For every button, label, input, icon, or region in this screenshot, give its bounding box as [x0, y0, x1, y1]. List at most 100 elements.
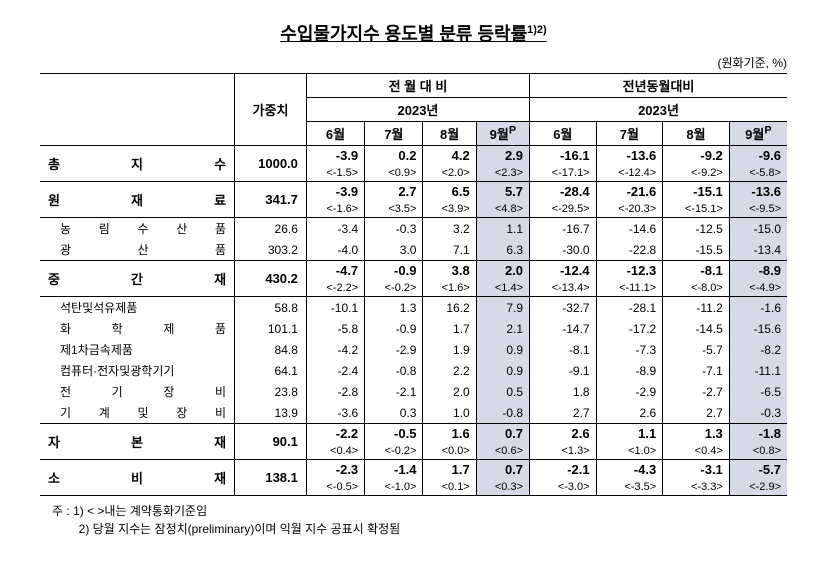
cell: 1.3 — [365, 297, 423, 319]
cell: -0.3 — [729, 402, 787, 424]
note-2: 2) 당월 지수는 잠정치(preliminary)이며 익월 지수 공표시 확… — [79, 522, 400, 536]
cell: 16.2 — [423, 297, 476, 319]
cell-contract: <-9.2> — [663, 165, 730, 182]
cell: 1.7 — [423, 318, 476, 339]
cell-contract: <1.6> — [423, 280, 476, 297]
cell-contract: <-2.2> — [306, 280, 364, 297]
cell: -28.1 — [596, 297, 663, 319]
row-weight: 23.8 — [235, 381, 307, 402]
cell-contract: <2.0> — [423, 165, 476, 182]
unit-label: (원화기준, %) — [40, 54, 787, 71]
cell: 7.9 — [476, 297, 529, 319]
cell: 1.8 — [530, 381, 597, 402]
cell: 0.3 — [365, 402, 423, 424]
header-mom: 전 월 대 비 — [306, 74, 529, 98]
cell-contract: <4.8> — [476, 201, 529, 218]
cell: 3.2 — [423, 218, 476, 240]
cell: -2.2 — [306, 424, 364, 444]
row-label: 석탄및석유제품 — [40, 297, 235, 319]
table-row: 중 간 재430.2-4.7-0.93.82.0-12.4-12.3-8.1-8… — [40, 261, 787, 281]
cell-contract: <0.8> — [729, 443, 787, 460]
row-weight: 13.9 — [235, 402, 307, 424]
table-row: 제1차금속제품84.8-4.2-2.91.90.9-8.1-7.3-5.7-8.… — [40, 339, 787, 360]
cell: -1.6 — [729, 297, 787, 319]
row-weight: 64.1 — [235, 360, 307, 381]
cell-contract: <-29.5> — [530, 201, 597, 218]
cell: -2.7 — [663, 381, 730, 402]
cell: -5.7 — [663, 339, 730, 360]
cell: -6.5 — [729, 381, 787, 402]
cell-contract: <1.0> — [596, 443, 663, 460]
row-weight: 58.8 — [235, 297, 307, 319]
cell: -3.1 — [663, 460, 730, 480]
cell-contract: <-2.9> — [729, 479, 787, 496]
row-weight: 1000.0 — [235, 146, 307, 182]
table-row: 소 비 재138.1-2.3-1.41.70.7-2.1-4.3-3.1-5.7 — [40, 460, 787, 480]
cell: -8.9 — [596, 360, 663, 381]
cell: -0.9 — [365, 261, 423, 281]
cell-contract: <0.3> — [476, 479, 529, 496]
table-row: 전 기 장 비23.8-2.8-2.12.00.51.8-2.9-2.7-6.5 — [40, 381, 787, 402]
cell: -7.3 — [596, 339, 663, 360]
cell-contract: <-8.0> — [663, 280, 730, 297]
cell: -17.2 — [596, 318, 663, 339]
row-label: 광 산 품 — [40, 239, 235, 261]
cell: -13.6 — [729, 182, 787, 202]
table-row: 화 학 제 품101.1-5.8-0.91.72.1-14.7-17.2-14.… — [40, 318, 787, 339]
table-row: 컴퓨터·전자및광학기기64.1-2.4-0.82.20.9-9.1-8.9-7.… — [40, 360, 787, 381]
cell: -0.8 — [365, 360, 423, 381]
header-yoy: 전년동월대비 — [530, 74, 787, 98]
cell: -14.6 — [596, 218, 663, 240]
notes: 주 : 1) < >내는 계약통화기준임 2) 당월 지수는 잠정치(preli… — [40, 502, 787, 538]
cell: -15.1 — [663, 182, 730, 202]
table-row: 자 본 재90.1-2.2-0.51.60.72.61.11.3-1.8 — [40, 424, 787, 444]
header-month: 8월 — [663, 122, 730, 146]
cell: 2.6 — [530, 424, 597, 444]
cell: -8.1 — [663, 261, 730, 281]
cell: 6.3 — [476, 239, 529, 261]
table-row: 원 재 료341.7-3.92.76.55.7-28.4-21.6-15.1-1… — [40, 182, 787, 202]
cell: -15.6 — [729, 318, 787, 339]
cell-contract: <0.4> — [306, 443, 364, 460]
cell-contract: <-4.9> — [729, 280, 787, 297]
row-label: 기 계 및 장 비 — [40, 402, 235, 424]
title-superscript: 1)2) — [527, 24, 547, 36]
cell-contract: <2.3> — [476, 165, 529, 182]
cell: -22.8 — [596, 239, 663, 261]
cell: -21.6 — [596, 182, 663, 202]
cell-contract: <0.1> — [423, 479, 476, 496]
cell-contract: <-0.2> — [365, 280, 423, 297]
header-month: 8월 — [423, 122, 476, 146]
cell-contract: <0.9> — [365, 165, 423, 182]
cell: -9.6 — [729, 146, 787, 166]
cell: 0.7 — [476, 424, 529, 444]
cell: -9.2 — [663, 146, 730, 166]
cell-contract: <-3.0> — [530, 479, 597, 496]
cell: -3.9 — [306, 146, 364, 166]
cell: -4.7 — [306, 261, 364, 281]
row-weight: 101.1 — [235, 318, 307, 339]
cell: -11.1 — [729, 360, 787, 381]
cell: -28.4 — [530, 182, 597, 202]
cell: -16.1 — [530, 146, 597, 166]
row-label: 전 기 장 비 — [40, 381, 235, 402]
cell: -9.1 — [530, 360, 597, 381]
table-row: 기 계 및 장 비13.9-3.60.31.0-0.82.72.62.7-0.3 — [40, 402, 787, 424]
cell: -4.3 — [596, 460, 663, 480]
cell: 3.0 — [365, 239, 423, 261]
cell: 2.7 — [530, 402, 597, 424]
cell: -2.3 — [306, 460, 364, 480]
cell: -3.6 — [306, 402, 364, 424]
cell: -30.0 — [530, 239, 597, 261]
cell-contract: <-0.5> — [306, 479, 364, 496]
cell-contract: <-1.0> — [365, 479, 423, 496]
cell-contract: <-17.1> — [530, 165, 597, 182]
row-weight: 138.1 — [235, 460, 307, 496]
data-table: 가중치 전 월 대 비 전년동월대비 2023년 2023년 6월 7월 8월 … — [40, 73, 787, 496]
cell: 1.1 — [476, 218, 529, 240]
cell-contract: <-13.4> — [530, 280, 597, 297]
table-row: 광 산 품303.2-4.03.07.16.3-30.0-22.8-15.5-1… — [40, 239, 787, 261]
cell: -2.9 — [596, 381, 663, 402]
cell: 2.2 — [423, 360, 476, 381]
cell: 1.6 — [423, 424, 476, 444]
